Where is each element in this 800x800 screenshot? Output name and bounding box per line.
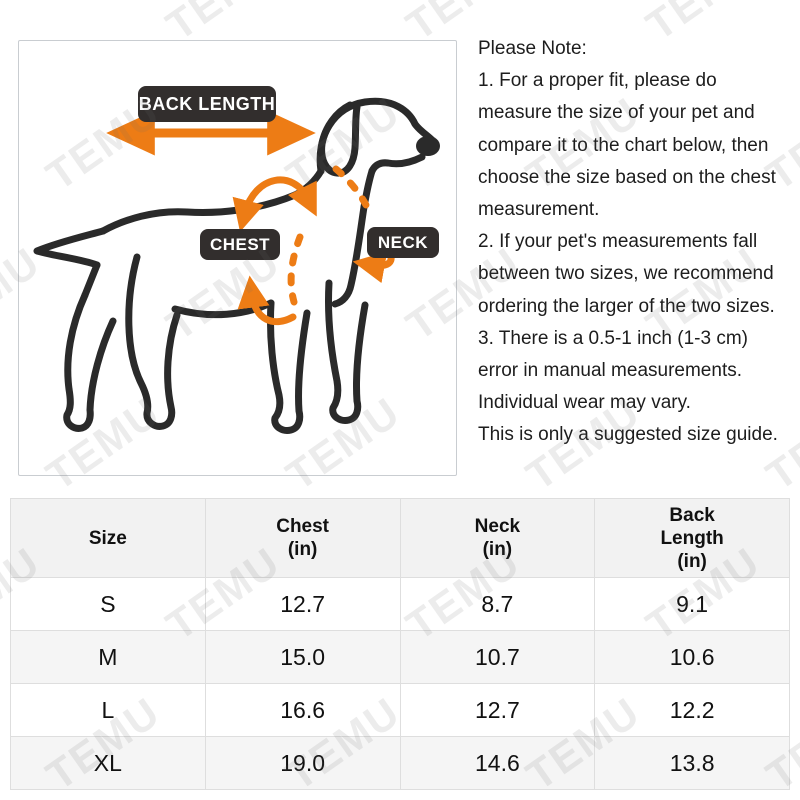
cell-neck: 10.7 (399, 630, 596, 684)
note-line: measure the size of your pet and (478, 102, 755, 124)
note-line: 1. For a proper fit, please do (478, 70, 717, 92)
cell-size: L (10, 683, 206, 737)
note-line: ordering the larger of the two sizes. (478, 295, 775, 317)
note-line: measurement. (478, 199, 600, 221)
note-line: between two sizes, we recommend (478, 263, 774, 285)
cell-chest: 15.0 (204, 630, 401, 684)
table-row: L 16.6 12.7 12.2 (10, 683, 790, 737)
col-header-back-length: Back Length (in) (594, 498, 790, 578)
cell-size: M (10, 630, 206, 684)
dog-nose (416, 136, 440, 156)
back-length-label: BACK LENGTH (138, 86, 276, 122)
chest-arrow (237, 275, 297, 326)
dog-line-art (33, 97, 440, 434)
note-line: compare it to the chart below, then (478, 134, 769, 156)
note-line: 3. There is a 0.5-1 inch (1-3 cm) (478, 327, 748, 349)
chest-dashed-line (287, 233, 304, 306)
table-row: S 12.7 8.7 9.1 (10, 577, 790, 631)
cell-chest: 12.7 (204, 577, 401, 631)
col-header-chest: Chest (in) (204, 498, 401, 578)
table-header-row: Size Chest (in) Neck (in) Back Length (i… (10, 498, 790, 578)
cell-chest: 19.0 (204, 736, 401, 790)
cell-back-length: 10.6 (594, 630, 790, 684)
col-header-size: Size (10, 498, 206, 578)
cell-chest: 16.6 (204, 683, 401, 737)
note-line: error in manual measurements. (478, 360, 742, 382)
neck-dashed-line (332, 165, 370, 209)
neck-label: NECK (367, 227, 439, 258)
dog-measurement-diagram: BACK LENGTH CHEST NECK (18, 40, 457, 476)
cell-back-length: 9.1 (594, 577, 790, 631)
cell-back-length: 13.8 (594, 736, 790, 790)
cell-size: XL (10, 736, 206, 790)
table-row: XL 19.0 14.6 13.8 (10, 736, 790, 790)
withers-girth-arrow (232, 176, 317, 232)
note-line: Individual wear may vary. (478, 392, 691, 414)
cell-back-length: 12.2 (594, 683, 790, 737)
note-line: Please Note: (478, 38, 587, 59)
note-line: choose the size based on the chest (478, 166, 776, 188)
cell-neck: 12.7 (399, 683, 596, 737)
cell-neck: 8.7 (399, 577, 596, 631)
table-row: M 15.0 10.7 10.6 (10, 630, 790, 684)
size-table: Size Chest (in) Neck (in) Back Length (i… (10, 498, 790, 790)
note-line: 2. If your pet's measurements fall (478, 231, 758, 253)
cell-size: S (10, 577, 206, 631)
note-text-block: Please Note: 1. For a proper fit, please… (478, 33, 800, 452)
chest-label: CHEST (200, 229, 280, 260)
col-header-neck: Neck (in) (399, 498, 596, 578)
note-line: This is only a suggested size guide. (478, 424, 778, 446)
cell-neck: 14.6 (399, 736, 596, 790)
